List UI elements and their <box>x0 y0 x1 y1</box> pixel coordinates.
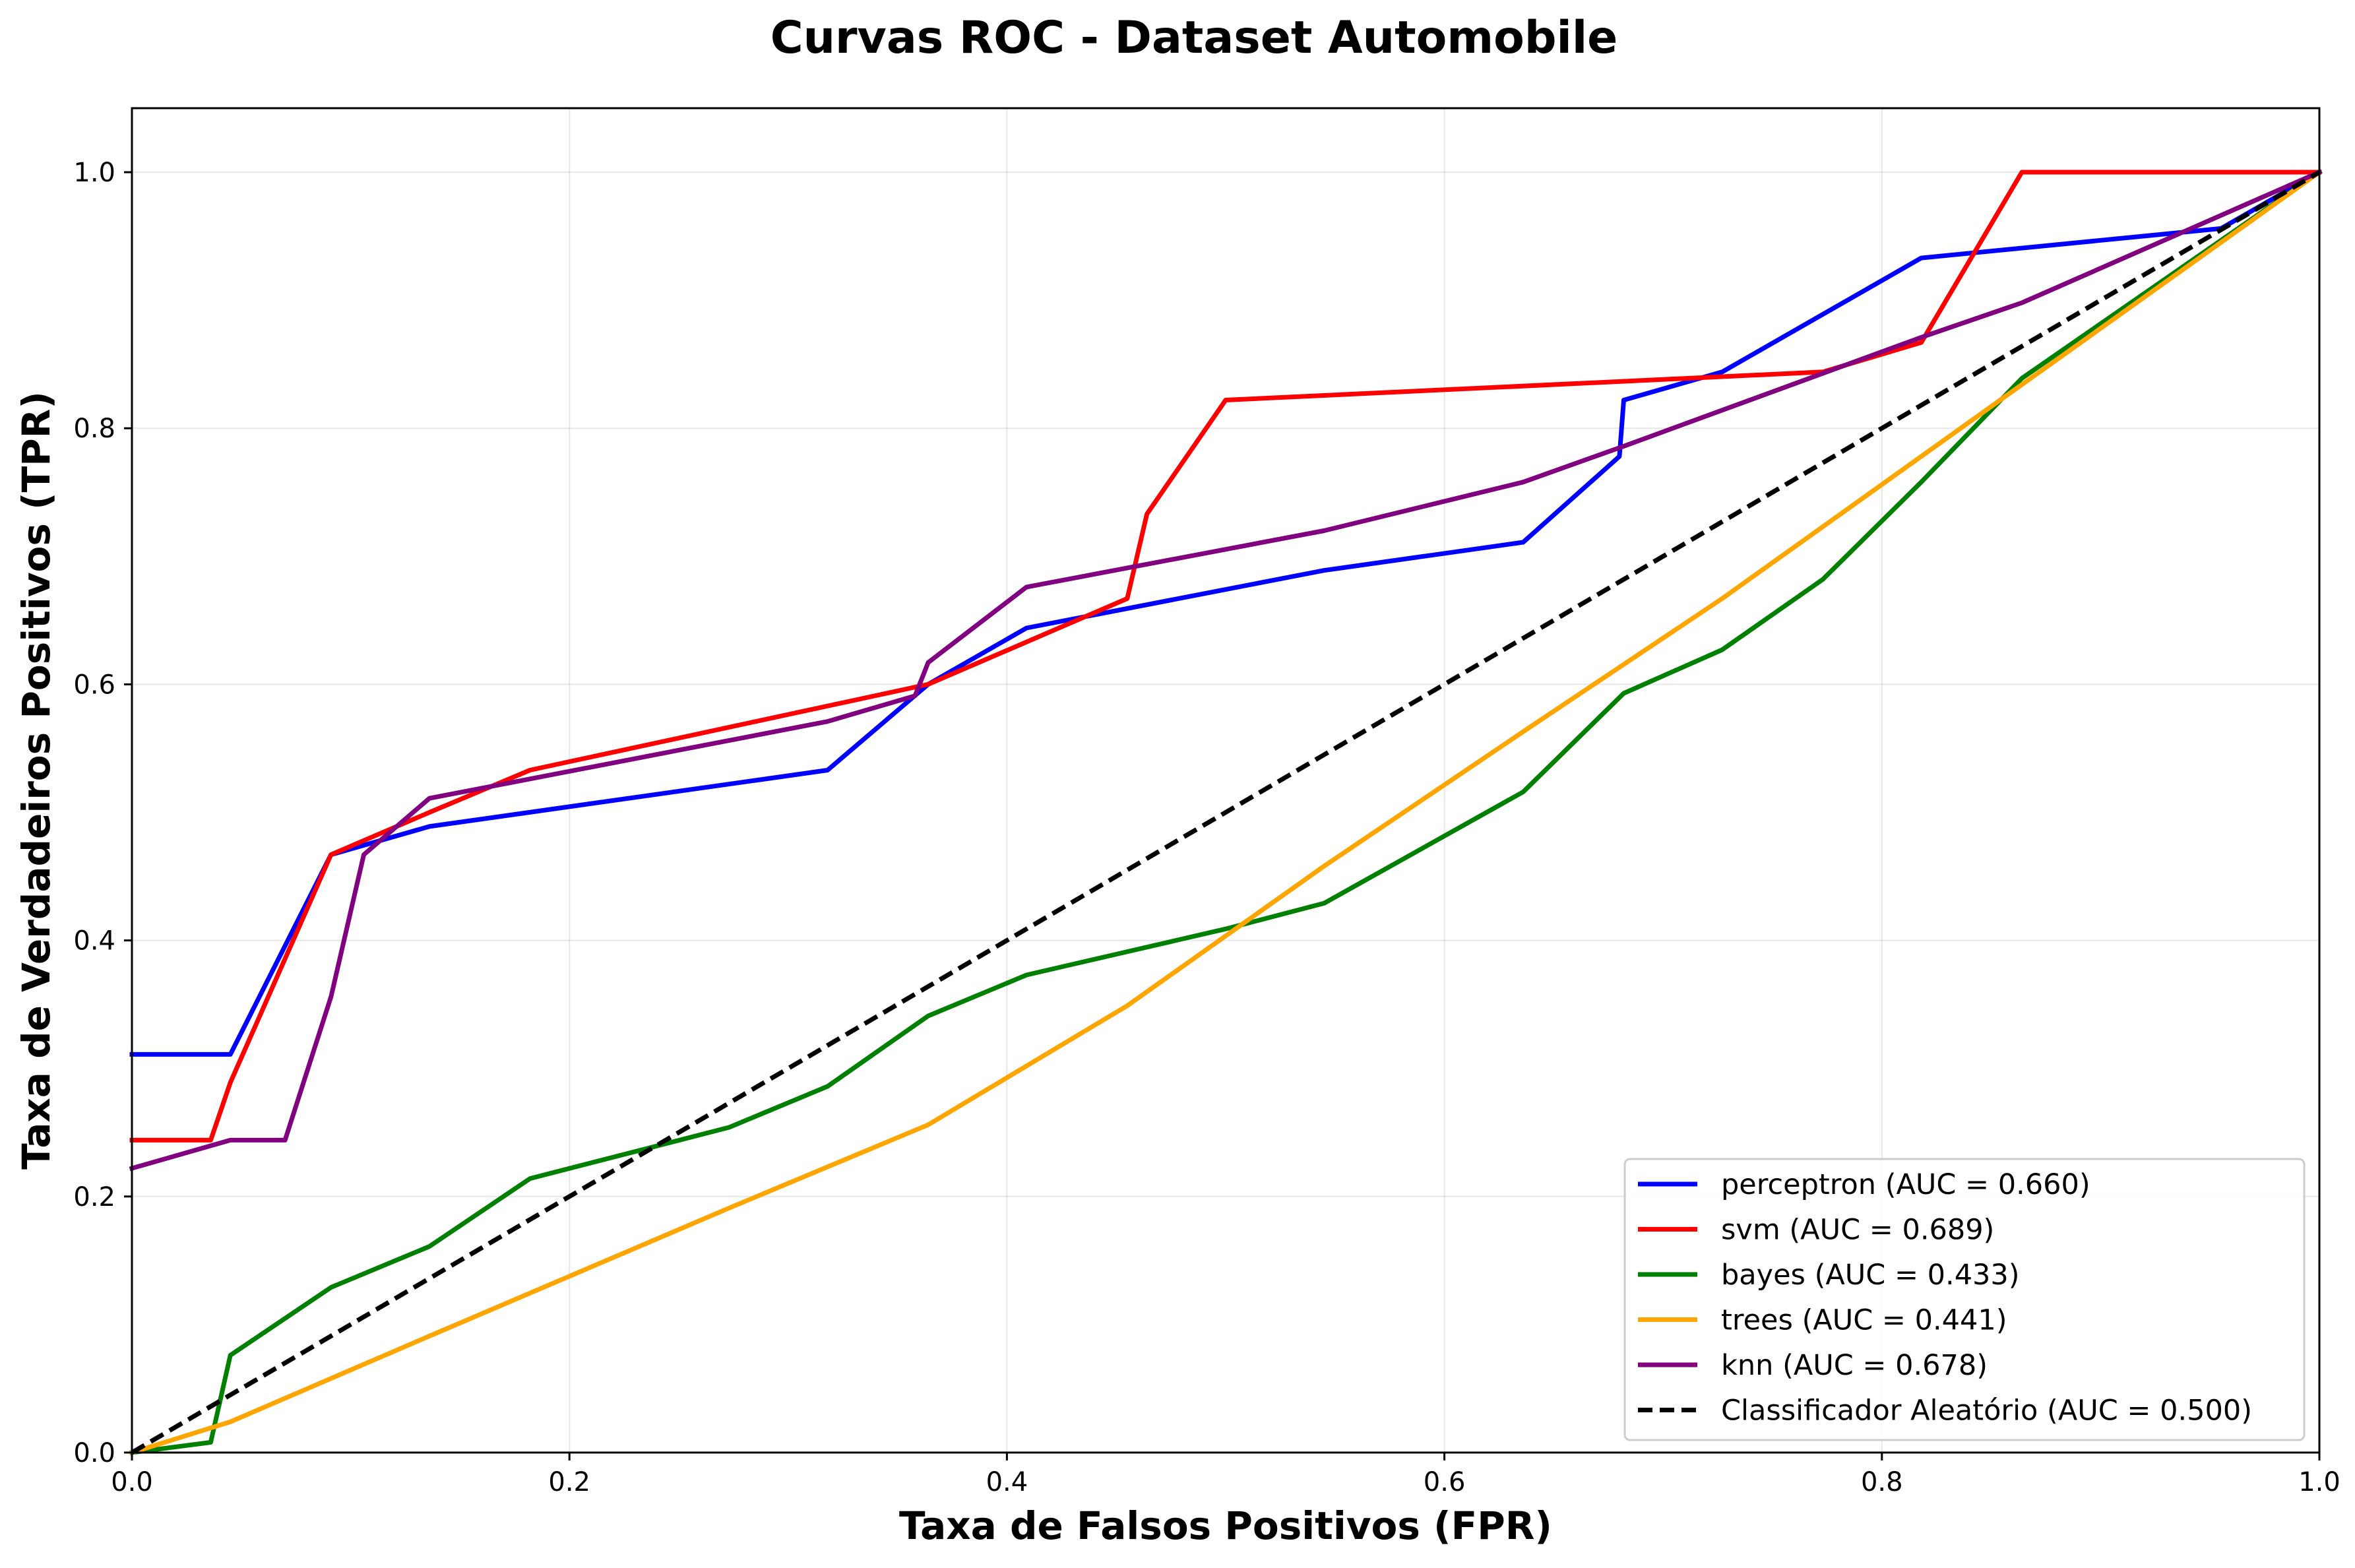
series-line-1 <box>129 170 2322 1143</box>
legend-label-1: svm (AUC = 0.689) <box>1721 1214 1994 1247</box>
series-line-4 <box>129 169 2323 1172</box>
x-tick-label: 0.8 <box>1861 1467 1903 1497</box>
y-tick-label: 1.0 <box>73 158 115 188</box>
y-tick-label: 0.4 <box>73 926 115 956</box>
legend: perceptron (AUC = 0.660) svm (AUC = 0.689… <box>1623 1158 2306 1441</box>
series-line-3 <box>129 169 2323 1456</box>
x-tick-label: 0.2 <box>548 1467 590 1497</box>
legend-label-3: trees (AUC = 0.441) <box>1721 1304 2007 1337</box>
x-tick-label: 1.0 <box>2298 1467 2340 1497</box>
y-tick-label: 0.6 <box>73 670 115 700</box>
plot-area: 0.0 0.2 0.4 0.6 0.8 1.0 0.0 0.2 0.4 0.6 0.8 1.0 <box>73 107 2340 1497</box>
series-line-2 <box>129 169 2323 1455</box>
x-tick-label: 0.6 <box>1424 1467 1466 1497</box>
series-line-0 <box>129 169 2323 1057</box>
x-axis-label: Taxa de Falsos Positivos (FPR) <box>899 1503 1552 1548</box>
legend-box <box>1623 1158 2306 1441</box>
legend-label-2: bayes (AUC = 0.433) <box>1721 1259 2020 1292</box>
chart-title: Curvas ROC - Dataset Automobile <box>770 12 1618 64</box>
x-tick-label: 0.4 <box>986 1467 1028 1497</box>
legend-label-0: perceptron (AUC = 0.660) <box>1721 1168 2090 1201</box>
y-tick-label: 0.2 <box>73 1182 115 1212</box>
legend-label-5: Classificador Aleatório (AUC = 0.500) <box>1721 1395 2252 1427</box>
y-axis-label: Taxa de Verdadeiros Positivos (TPR) <box>14 391 59 1170</box>
legend-label-4: knn (AUC = 0.678) <box>1721 1349 1988 1382</box>
plot-frame <box>131 107 2321 1454</box>
x-tick-label: 0.0 <box>111 1467 153 1497</box>
y-tick-label: 0.8 <box>73 414 115 444</box>
series-line-5 <box>131 170 2321 1455</box>
y-tick-label: 0.0 <box>73 1438 115 1468</box>
